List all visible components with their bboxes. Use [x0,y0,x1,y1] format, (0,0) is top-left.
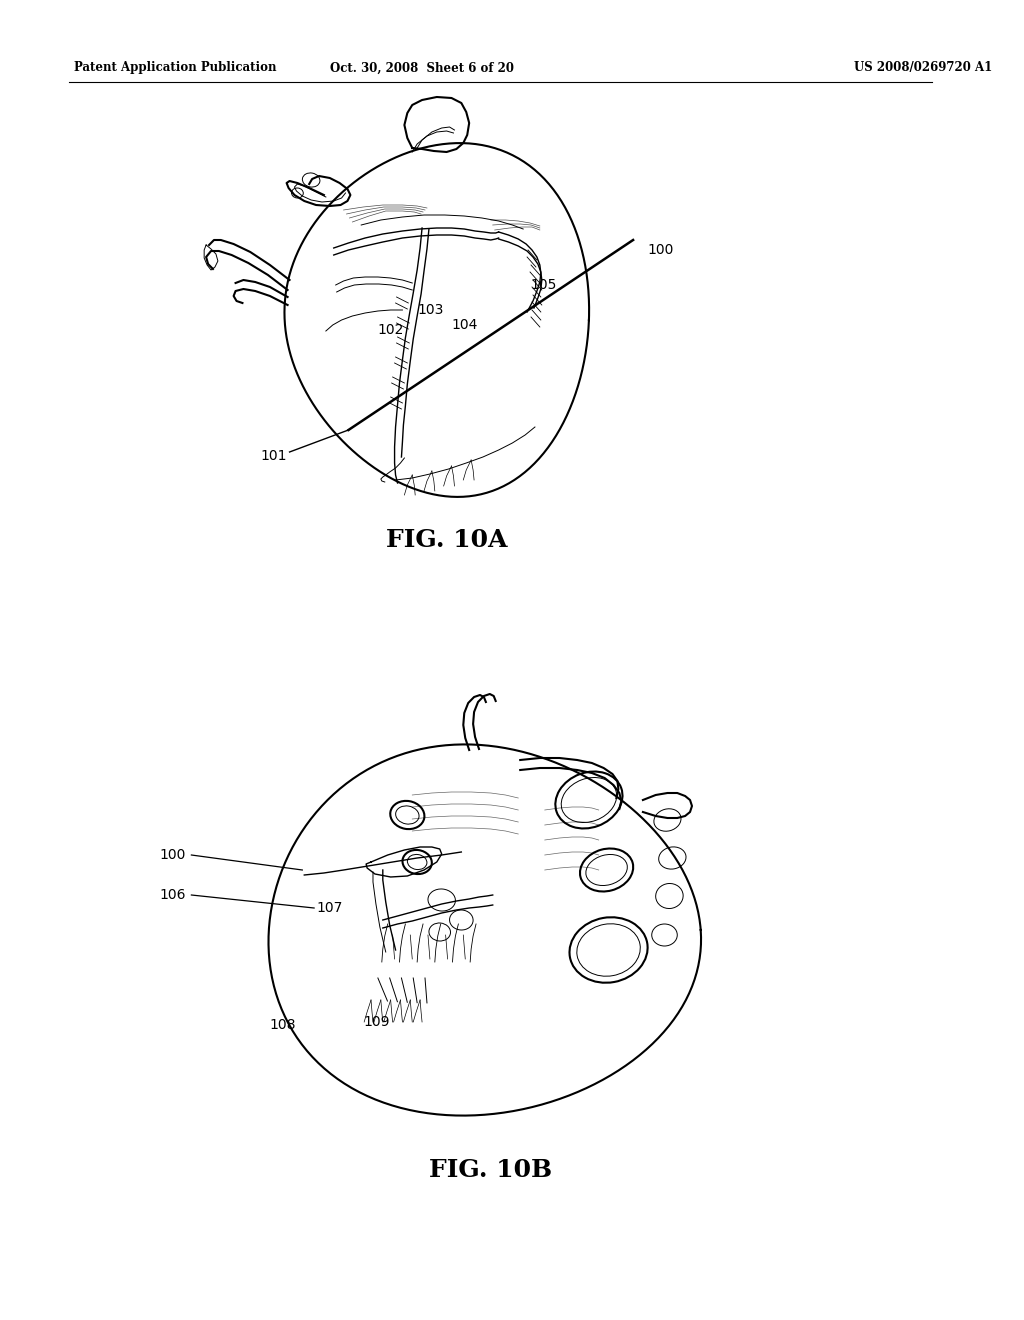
Text: Oct. 30, 2008  Sheet 6 of 20: Oct. 30, 2008 Sheet 6 of 20 [330,62,514,74]
Text: 103: 103 [417,304,443,317]
Text: 106: 106 [159,888,185,902]
Text: 105: 105 [530,279,556,292]
Text: 107: 107 [316,902,342,915]
Text: Patent Application Publication: Patent Application Publication [74,62,276,74]
Text: 104: 104 [452,318,478,333]
Text: 100: 100 [159,847,185,862]
Text: 100: 100 [648,243,674,257]
Text: 108: 108 [270,1018,296,1032]
Text: FIG. 10A: FIG. 10A [386,528,507,552]
Text: 101: 101 [260,449,287,463]
Text: US 2008/0269720 A1: US 2008/0269720 A1 [854,62,992,74]
Text: FIG. 10B: FIG. 10B [429,1158,552,1181]
Text: 102: 102 [378,323,404,337]
Text: 109: 109 [364,1015,390,1030]
